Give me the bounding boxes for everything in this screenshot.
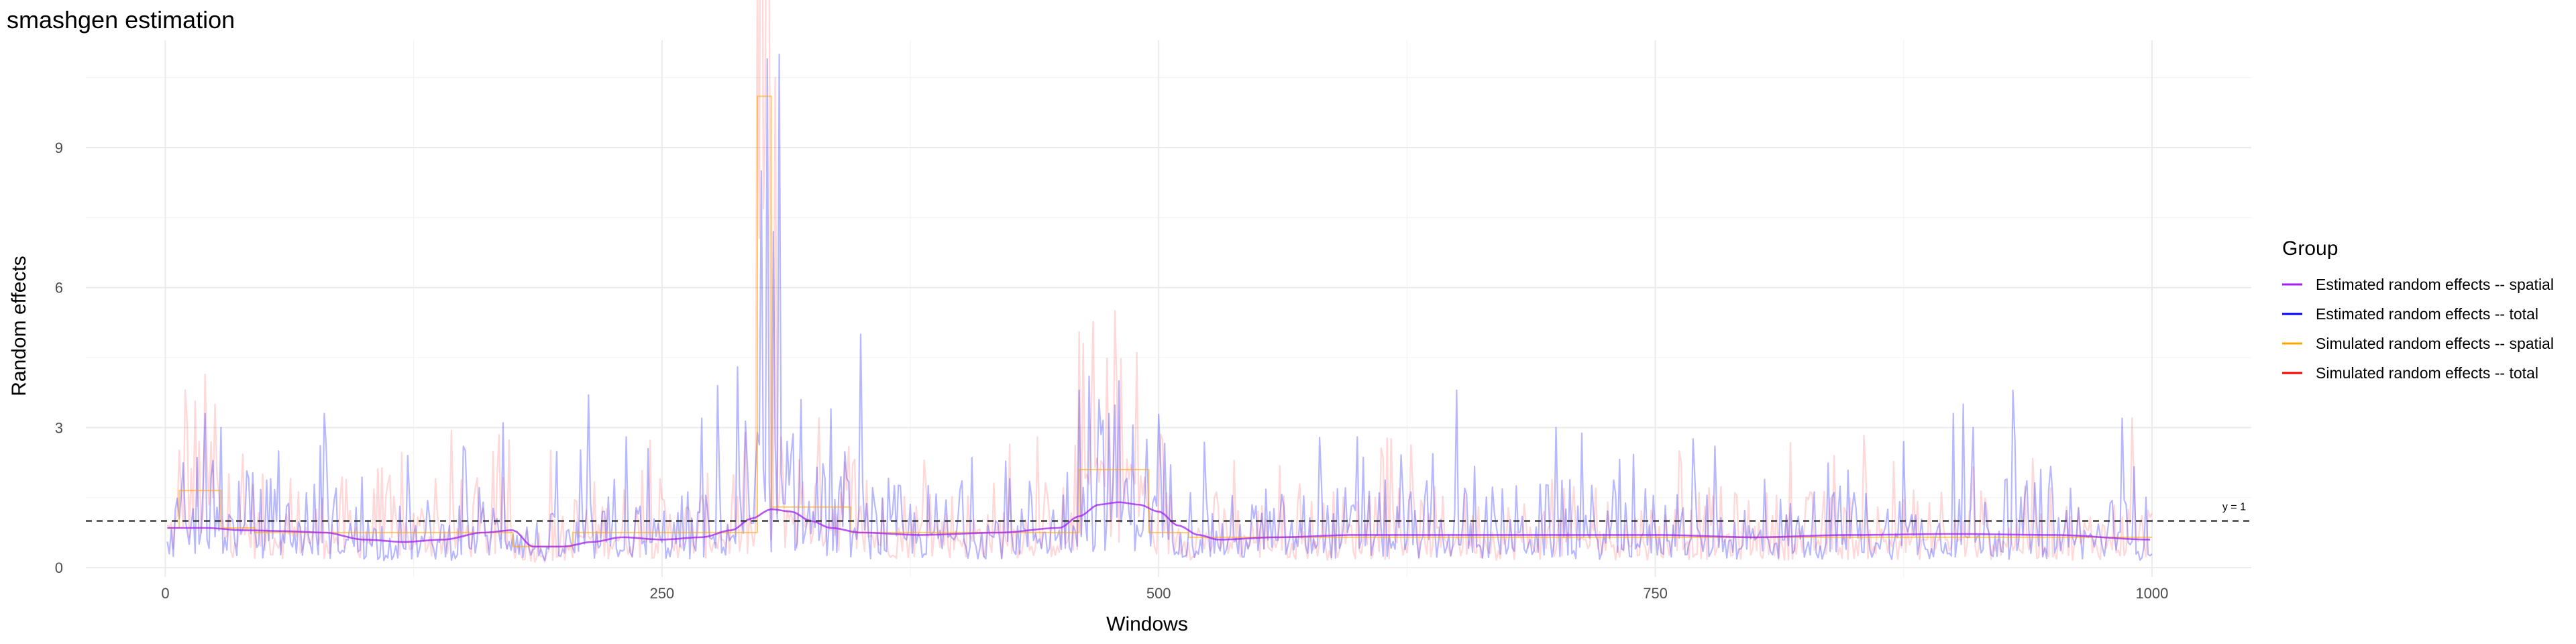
y-tick-label: 6 (55, 280, 63, 297)
legend-label: Simulated random effects -- total (2316, 364, 2538, 382)
x-tick-label: 250 (649, 585, 674, 602)
x-tick-label: 750 (1643, 585, 1668, 602)
legend: Group Estimated random effects -- spatia… (2282, 237, 2554, 382)
x-axis-ticks: 0 250 500 750 1000 (161, 585, 2168, 602)
x-tick-label: 1000 (2135, 585, 2168, 602)
x-tick-label: 0 (161, 585, 169, 602)
legend-title: Group (2282, 237, 2338, 260)
y-axis-ticks: 0 3 6 9 (55, 140, 63, 576)
reference-line-group: y = 1 (86, 502, 2251, 522)
series-layer (166, 0, 2153, 563)
y-tick-label: 3 (55, 419, 63, 436)
legend-label: Estimated random effects -- spatial (2316, 276, 2554, 293)
y-tick-label: 0 (55, 559, 63, 576)
chart-title: smashgen estimation (7, 6, 235, 34)
series-line-estimated-random-effects-total (166, 53, 2153, 561)
y-axis-title: Random effects (8, 256, 30, 396)
y-tick-label: 9 (55, 140, 63, 156)
reference-line-label: y = 1 (2222, 502, 2246, 513)
legend-items: Estimated random effects -- spatial Estim… (2282, 276, 2554, 382)
x-axis-title: Windows (1106, 613, 1188, 635)
legend-label: Estimated random effects -- total (2316, 305, 2538, 323)
series-line-estimated-random-effects-spatial (167, 501, 2150, 548)
grid (86, 40, 2251, 577)
x-tick-label: 500 (1146, 585, 1171, 602)
legend-label: Simulated random effects -- spatial (2316, 335, 2554, 352)
series-line-simulated-random-effects-total (166, 0, 2153, 563)
